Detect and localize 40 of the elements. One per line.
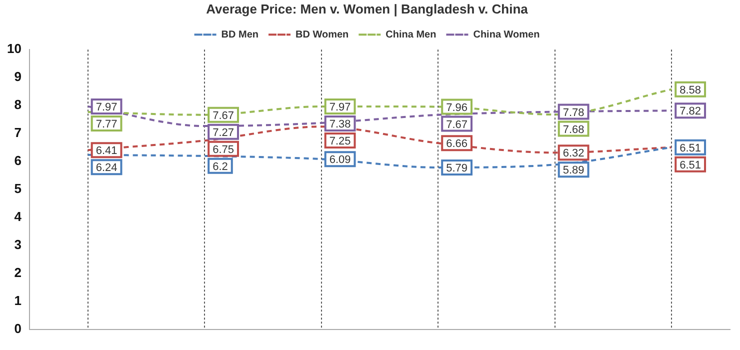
data-label: 7.67: [212, 110, 234, 122]
data-label: 6.66: [446, 138, 468, 150]
chart-title: Average Price: Men v. Women | Bangladesh v. China: [206, 1, 529, 16]
legend-label: China Women: [473, 29, 540, 40]
data-label: 7.27: [212, 126, 234, 139]
data-label: 7.82: [680, 106, 702, 118]
legend-label: BD Men: [221, 29, 259, 40]
data-label: 7.97: [329, 101, 351, 114]
legend-label: BD Women: [296, 29, 349, 40]
y-tick-label: 0: [14, 321, 22, 336]
data-label: 7.25: [329, 135, 351, 148]
data-label: 7.96: [446, 102, 468, 114]
data-label: 6.32: [562, 148, 584, 160]
data-label: 6.09: [329, 154, 351, 166]
data-label: 6.51: [680, 142, 702, 154]
y-tick-label: 5: [14, 181, 22, 196]
data-label: 7.68: [562, 124, 584, 136]
data-label: 6.24: [96, 162, 118, 174]
y-tick-label: 9: [14, 69, 22, 84]
y-tick-label: 10: [6, 41, 22, 56]
data-label: 5.79: [446, 162, 468, 175]
data-label: 7.67: [446, 118, 468, 131]
y-tick-label: 8: [14, 97, 22, 112]
data-label: 7.77: [96, 118, 118, 130]
legend-label: China Men: [386, 29, 436, 40]
data-label: 6.2: [212, 160, 228, 173]
y-tick-label: 3: [14, 237, 22, 252]
data-label: 5.89: [562, 164, 584, 177]
y-tick-label: 1: [14, 293, 22, 308]
y-tick-label: 4: [14, 209, 22, 224]
data-label: 6.41: [96, 145, 118, 158]
data-label: 8.58: [680, 84, 702, 96]
data-label: 7.97: [96, 101, 118, 114]
data-label: 7.78: [562, 106, 584, 119]
data-label: 7.38: [329, 118, 351, 130]
y-tick-label: 7: [14, 125, 22, 140]
data-label: 6.75: [212, 144, 234, 156]
y-tick-label: 2: [14, 265, 22, 280]
y-tick-label: 6: [14, 153, 22, 168]
data-label: 6.51: [680, 159, 702, 172]
